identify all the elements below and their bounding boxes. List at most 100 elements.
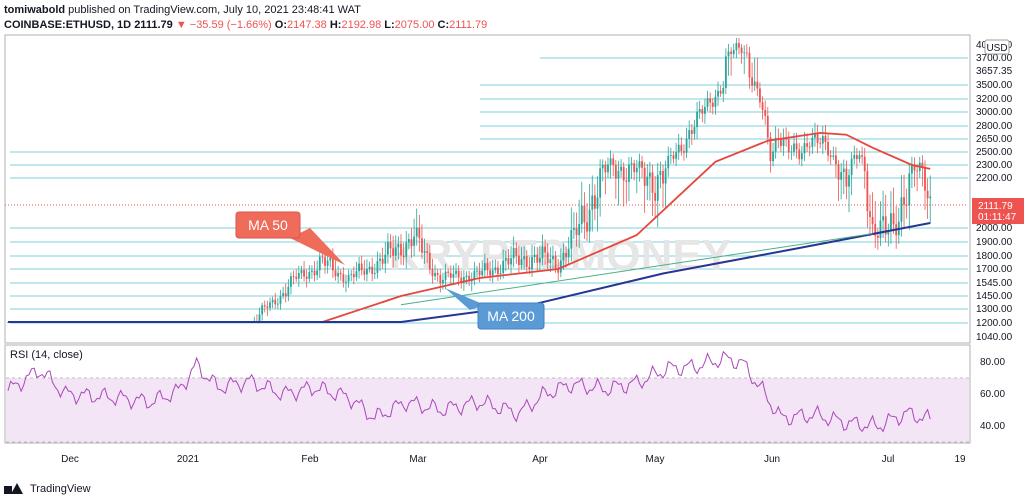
currency-badge[interactable]: [984, 39, 1010, 55]
time-tick-label: 19: [954, 454, 966, 465]
candle-body: [368, 266, 371, 270]
candle-body: [379, 258, 381, 261]
candle-body: [510, 258, 512, 265]
rsi-title: RSI (14, close): [10, 349, 83, 361]
candle-body: [916, 170, 919, 172]
candle-body: [913, 164, 916, 171]
candle-body: [614, 164, 617, 179]
candle-body: [518, 255, 520, 265]
candle-body: [596, 197, 599, 209]
candle-body: [842, 168, 845, 173]
candle-body: [793, 143, 795, 152]
candle-body: [780, 138, 782, 147]
candle-body: [651, 172, 654, 193]
arrow-down-icon: ▼: [175, 19, 187, 31]
candle-body: [607, 164, 609, 173]
candle-body: [478, 270, 481, 276]
low-label: L:: [384, 19, 395, 31]
candle-body: [677, 144, 680, 153]
tradingview-logo-icon[interactable]: [4, 483, 24, 495]
candle-body: [753, 81, 756, 86]
candle-body: [827, 141, 829, 156]
ma200-callout[interactable]: [477, 302, 545, 330]
candle-body: [334, 270, 337, 277]
candle-body: [740, 47, 743, 54]
candle-body: [405, 242, 408, 257]
candle-body: [743, 52, 746, 54]
candle-body: [829, 155, 832, 157]
ma50-callout-pointer: [290, 228, 345, 265]
candle-body: [745, 52, 748, 54]
candle-body: [423, 251, 426, 253]
time-axis[interactable]: Dec 2021 Feb Mar Apr May Jun Jul 19: [61, 454, 966, 465]
last-price-tag: [972, 198, 1024, 224]
candle-body: [850, 158, 853, 176]
candle-body: [552, 256, 554, 260]
candle-body: [347, 274, 350, 282]
candle-body: [324, 257, 326, 266]
close-value: 2111.79: [449, 19, 488, 31]
candle-body: [565, 252, 567, 258]
candle-body: [680, 144, 683, 152]
candle-body: [903, 197, 905, 205]
chart-area[interactable]: KRYPTOMONEY 4000.003700.003657.353500.00…: [0, 0, 1029, 480]
candle-body: [840, 172, 843, 180]
candle-body: [630, 163, 633, 165]
candle-body: [604, 164, 607, 173]
price-tick-label: 1800.00: [976, 251, 1013, 262]
candle-body: [373, 272, 376, 274]
time-tick-label: Feb: [301, 454, 319, 465]
candle-body: [612, 158, 615, 165]
candle-body: [549, 259, 552, 264]
candle-body: [628, 164, 630, 182]
candle-body: [486, 263, 489, 271]
candle-body: [819, 143, 822, 144]
candle-body: [342, 274, 345, 283]
candle-body: [421, 238, 423, 253]
candle-body: [507, 257, 510, 265]
rsi-pane: 80.00 60.00 40.00: [6, 350, 1005, 443]
candle-body: [866, 171, 869, 212]
ohlc-line: COINBASE:ETHUSD, 1D 2111.79 ▼ −35.59 (−1…: [4, 18, 704, 33]
candle-body: [455, 270, 457, 274]
candle-body: [580, 205, 583, 225]
candle-body: [337, 272, 340, 277]
candle-body: [462, 277, 465, 283]
candle-body: [732, 50, 735, 55]
candle-body: [431, 269, 434, 277]
price-change: −35.59 (−1.66%): [189, 19, 272, 31]
brand-name[interactable]: TradingView: [30, 483, 91, 495]
price-tick-label: 1900.00: [976, 237, 1013, 248]
candle-body: [664, 168, 667, 184]
candle-body: [394, 247, 397, 256]
candle-body: [821, 136, 824, 144]
chart-header: tomiwabold published on TradingView.com,…: [4, 3, 704, 33]
candle-body: [787, 139, 790, 153]
candle-body: [769, 137, 772, 162]
candle-body: [874, 224, 877, 236]
candle-body: [452, 273, 455, 278]
candle-body: [489, 270, 491, 276]
price-axis[interactable]: 4000.003700.003657.353500.003200.003000.…: [976, 40, 1013, 343]
candle-body: [620, 166, 622, 171]
candle-body: [635, 167, 638, 173]
candle-body: [876, 235, 879, 238]
candle-body: [774, 137, 777, 152]
candle-body: [538, 257, 541, 263]
author-name[interactable]: tomiwabold: [4, 4, 66, 16]
ma50-callout[interactable]: [235, 211, 301, 239]
open-label: O:: [274, 19, 288, 31]
candle-body: [649, 172, 651, 177]
candle-body: [321, 256, 324, 258]
price-tick-label: 1200.00: [976, 318, 1013, 329]
candle-body: [719, 90, 722, 94]
candle-body: [808, 146, 811, 148]
candle-body: [449, 272, 452, 278]
candle-body: [806, 143, 808, 147]
candle-body: [701, 109, 704, 114]
candle-body: [392, 248, 395, 256]
open-value: 2147.38: [287, 19, 327, 31]
close-label: C:: [437, 19, 450, 31]
candle-body: [407, 239, 410, 243]
candle-body: [483, 263, 486, 271]
